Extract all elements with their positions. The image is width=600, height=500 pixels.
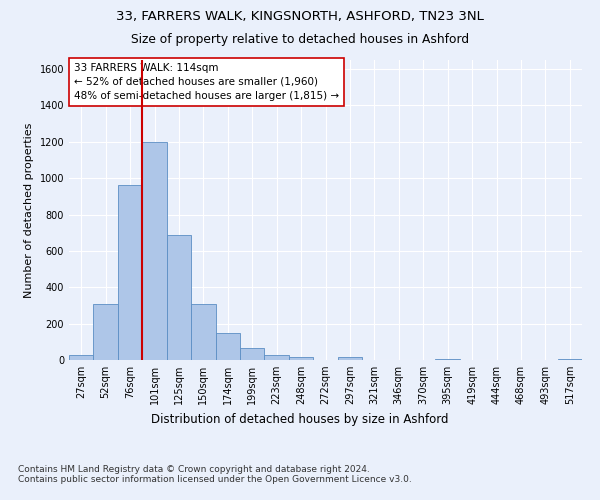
Bar	[167, 234, 191, 360]
Bar	[142, 142, 167, 360]
Bar	[215, 332, 240, 360]
Text: Size of property relative to detached houses in Ashford: Size of property relative to detached ho…	[131, 32, 469, 46]
Bar	[191, 304, 215, 360]
Text: 33 FARRERS WALK: 114sqm
← 52% of detached houses are smaller (1,960)
48% of semi: 33 FARRERS WALK: 114sqm ← 52% of detache…	[74, 63, 339, 101]
Bar	[289, 358, 313, 360]
Bar	[436, 359, 460, 360]
Text: Distribution of detached houses by size in Ashford: Distribution of detached houses by size …	[151, 412, 449, 426]
Y-axis label: Number of detached properties: Number of detached properties	[24, 122, 34, 298]
Text: Contains HM Land Registry data © Crown copyright and database right 2024.
Contai: Contains HM Land Registry data © Crown c…	[18, 465, 412, 484]
Bar	[265, 354, 289, 360]
Bar	[118, 186, 142, 360]
Bar	[94, 304, 118, 360]
Bar	[240, 348, 265, 360]
Text: 33, FARRERS WALK, KINGSNORTH, ASHFORD, TN23 3NL: 33, FARRERS WALK, KINGSNORTH, ASHFORD, T…	[116, 10, 484, 23]
Bar	[338, 358, 362, 360]
Bar	[69, 354, 94, 360]
Bar	[557, 359, 582, 360]
